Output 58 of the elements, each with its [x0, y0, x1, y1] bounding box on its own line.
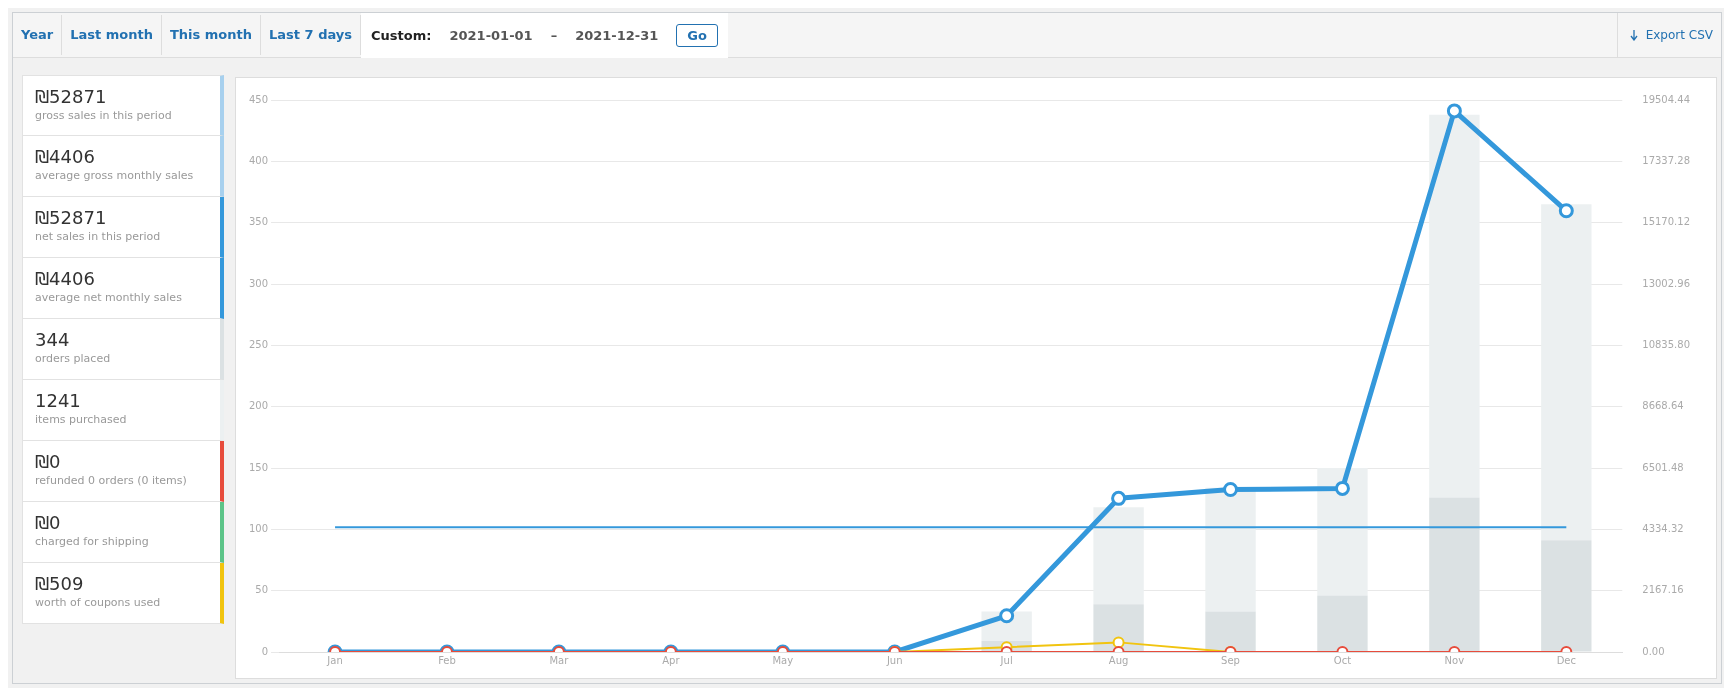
y-tick-label: 300 [248, 277, 269, 289]
text: Export CSV [1645, 28, 1713, 42]
text: ₪4406 [35, 146, 96, 167]
y2-tick-label: 6501.48 [1642, 461, 1684, 473]
y-tick-label: 250 [248, 338, 269, 350]
text: refunded 0 orders (0 items) [35, 474, 188, 487]
text: net sales in this period [35, 230, 162, 243]
y-tick-label: 450 [248, 93, 269, 105]
text: orders placed [35, 352, 112, 365]
text: Last 7 days [261, 15, 362, 55]
text: ₪0 [35, 451, 62, 472]
y-tick-label: 400 [248, 154, 269, 166]
y-tick-label: 200 [248, 400, 269, 412]
y2-tick-label: 0.00 [1642, 645, 1665, 657]
x-tick-label: Jul [999, 654, 1013, 666]
text: Last month [62, 15, 162, 55]
x-tick-label: Dec [1556, 654, 1576, 666]
y2-tick-label: 13002.96 [1642, 277, 1690, 289]
x-tick-label: Jan [326, 654, 343, 666]
y-tick-label: 150 [248, 461, 269, 473]
text: – [550, 27, 558, 43]
text: This month [161, 15, 262, 55]
text: 1241 [35, 390, 82, 411]
y-tick-label: 0 [261, 645, 269, 657]
text: Go [676, 23, 718, 47]
y2-tick-label: 8668.64 [1642, 400, 1684, 412]
text: 2021-01-01 [449, 27, 533, 43]
x-tick-label: Sep [1221, 654, 1240, 666]
text: charged for shipping [35, 535, 150, 548]
y-tick-label: 100 [248, 522, 269, 534]
y2-tick-label: 2167.16 [1642, 584, 1684, 596]
x-tick-label: Nov [1444, 654, 1465, 666]
x-tick-label: Aug [1108, 654, 1129, 666]
text: ₪4406 [35, 268, 96, 289]
text: items purchased [35, 413, 128, 426]
text: 344 [35, 329, 71, 350]
text: ₪52871 [35, 207, 108, 228]
y2-tick-label: 15170.12 [1642, 216, 1690, 228]
text: 2021-12-31 [575, 27, 659, 43]
x-tick-label: Oct [1333, 654, 1352, 666]
x-tick-label: May [772, 654, 794, 666]
x-tick-label: Feb [438, 654, 456, 666]
x-tick-label: Jun [885, 654, 903, 666]
text: Year [13, 15, 63, 55]
y2-tick-label: 10835.80 [1642, 338, 1690, 350]
text: ₪52871 [35, 86, 108, 107]
y-tick-label: 50 [255, 584, 269, 596]
text: average gross monthly sales [35, 169, 195, 182]
y-tick-label: 350 [248, 216, 269, 228]
text: ₪0 [35, 512, 62, 533]
text: Custom: [371, 27, 432, 43]
y2-tick-label: 4334.32 [1642, 522, 1684, 534]
x-tick-label: Apr [662, 654, 681, 666]
y2-tick-label: 19504.44 [1642, 93, 1690, 105]
y2-tick-label: 17337.28 [1642, 154, 1690, 166]
text: gross sales in this period [35, 109, 173, 122]
text: average net monthly sales [35, 291, 183, 304]
x-tick-label: Mar [549, 654, 570, 666]
